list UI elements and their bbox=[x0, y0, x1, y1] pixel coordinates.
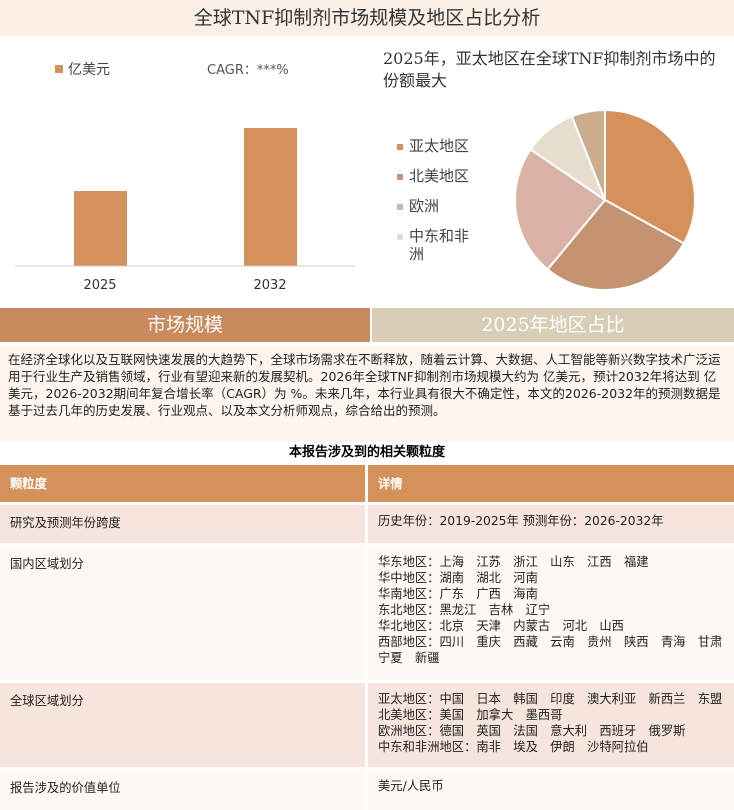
legend-label: 欧洲 bbox=[409, 197, 440, 215]
detail-line: 历史年份：2019-2025年 预测年份：2026-2032年 bbox=[378, 514, 664, 528]
pie-title: 2025年，亚太地区在全球TNF抑制剂市场中的份额最大 bbox=[383, 49, 716, 90]
table-cell: 国内区域划分 bbox=[0, 546, 368, 680]
table-row: 报告涉及的价值单位 美元/人民币 bbox=[0, 770, 734, 810]
detail-line: 亚太地区：中国 日本 韩国 印度 澳大利亚 新西兰 东盟 bbox=[378, 692, 723, 706]
table-header: 颗粒度 bbox=[0, 465, 368, 502]
table-header: 详情 bbox=[368, 465, 734, 502]
table-title: 本报告涉及到的相关颗粒度 bbox=[288, 445, 445, 460]
table-cell: 亚太地区：中国 日本 韩国 印度 澳大利亚 新西兰 东盟 北美地区：美国 加拿大 … bbox=[368, 683, 734, 767]
pie-slice bbox=[604, 108, 696, 245]
x-tick-label: 2025 bbox=[83, 278, 116, 293]
legend-item: 亚太地区 bbox=[397, 137, 487, 167]
pie-slice bbox=[546, 198, 686, 291]
paragraph: 在经济全球化以及互联网快速发展的大趋势下，全球市场需求在不断释放，随着云计算、大… bbox=[0, 346, 734, 442]
legend-item: 北美地区 bbox=[397, 167, 487, 197]
table-row: 全球区域划分 亚太地区：中国 日本 韩国 印度 澳大利亚 新西兰 东盟 北美地区：美… bbox=[0, 683, 734, 767]
legend-item: 欧洲 bbox=[397, 197, 487, 227]
tab: 2025年地区占比 bbox=[372, 308, 734, 342]
table-row: 研究及预测年份跨度 历史年份：2019-2025年 预测年份：2026-2032年 bbox=[0, 505, 734, 543]
table-cell: 全球区域划分 bbox=[0, 683, 368, 767]
table-row: 国内区域划分 华东地区：上海 江苏 浙江 山东 江西 福建 华中地区：湖南 湖北 河… bbox=[0, 546, 734, 680]
bar bbox=[74, 191, 127, 266]
table-cell: 美元/人民币 bbox=[368, 770, 734, 810]
legend-item: 中东和非洲 bbox=[397, 227, 487, 263]
legend-swatch bbox=[397, 144, 403, 150]
legend-swatch bbox=[397, 204, 403, 210]
detail-line: 西部地区：四川 重庆 西藏 云南 贵州 陕西 青海 甘肃 宁夏 新疆 bbox=[378, 635, 734, 665]
detail-line: 华东地区：上海 江苏 浙江 山东 江西 福建 bbox=[378, 555, 649, 569]
legend-label: 亿美元 bbox=[68, 62, 110, 78]
bar bbox=[244, 128, 297, 266]
x-tick-label: 2032 bbox=[253, 278, 286, 293]
table-cell: 研究及预测年份跨度 bbox=[0, 505, 368, 543]
detail-line: 华北地区：北京 天津 内蒙古 河北 山西 bbox=[378, 619, 624, 633]
table-cell: 华东地区：上海 江苏 浙江 山东 江西 福建 华中地区：湖南 湖北 河南 华南地区：… bbox=[368, 546, 734, 680]
legend-label: 中东和非洲 bbox=[409, 227, 470, 263]
pie-slice bbox=[570, 108, 606, 201]
legend-swatch bbox=[55, 65, 63, 73]
legend-swatch bbox=[397, 174, 403, 180]
bar-chart: 亿美元 CAGR：***% 2025 2032 bbox=[15, 62, 355, 293]
table-cell: 报告涉及的价值单位 bbox=[0, 770, 368, 810]
table: 颗粒度 详情 研究及预测年份跨度 历史年份：2019-2025年 预测年份：2026… bbox=[0, 462, 734, 810]
detail-line: 华中地区：湖南 湖北 河南 bbox=[378, 571, 538, 585]
legend-swatch bbox=[397, 234, 403, 240]
detail-line: 北美地区：美国 加拿大 墨西哥 bbox=[378, 708, 563, 722]
legend-label: 亚太地区 bbox=[409, 137, 470, 155]
detail-line: 欧洲地区：德国 英国 法国 意大利 西班牙 俄罗斯 bbox=[378, 724, 686, 738]
detail-line: 美元/人民币 bbox=[378, 779, 444, 793]
detail-line: 东北地区：黑龙江 吉林 辽宁 bbox=[378, 603, 551, 617]
pie-chart bbox=[514, 108, 696, 291]
page-title: 全球TNF抑制剂市场规模及地区占比分析 bbox=[0, 0, 734, 36]
annotation: CAGR：***% bbox=[207, 63, 289, 78]
tab: 市场规模 bbox=[0, 308, 370, 342]
pie-legend: 亚太地区北美地区欧洲中东和非洲 bbox=[397, 137, 487, 263]
detail-line: 中东和非洲地区：南非 埃及 伊朗 沙特阿拉伯 bbox=[378, 740, 649, 754]
legend-label: 北美地区 bbox=[409, 167, 470, 185]
detail-line: 华南地区：广东 广西 海南 bbox=[378, 587, 538, 601]
pie-slice bbox=[514, 148, 607, 271]
table-cell: 历史年份：2019-2025年 预测年份：2026-2032年 bbox=[368, 505, 734, 543]
